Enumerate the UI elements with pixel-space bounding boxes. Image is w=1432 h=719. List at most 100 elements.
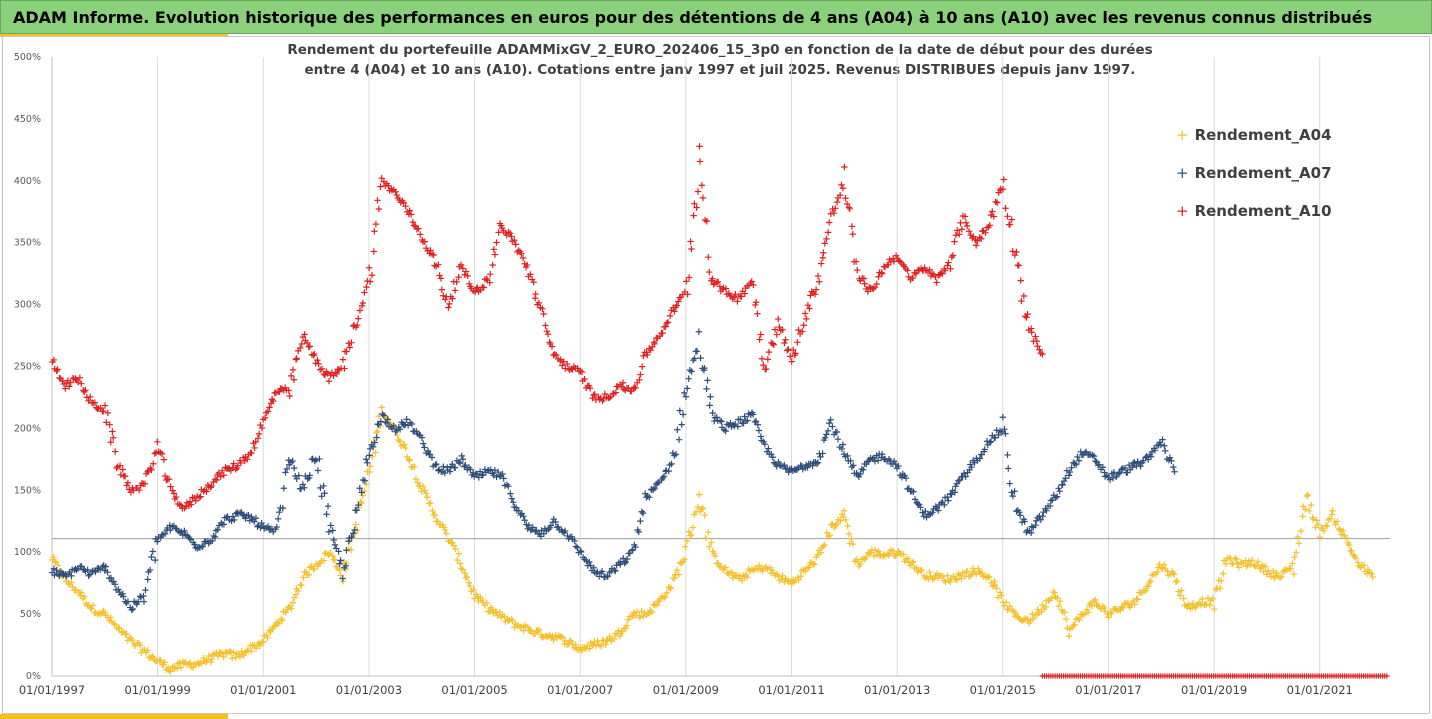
- data-point-rendement-a10: [875, 273, 882, 280]
- data-point-rendement-a10: [760, 361, 767, 369]
- data-point-rendement-a07: [361, 477, 369, 484]
- data-point-rendement-a07: [239, 511, 247, 518]
- title-banner: ADAM Informe. Evolution historique des p…: [0, 0, 1432, 34]
- data-point-rendement-a04: [825, 533, 832, 540]
- data-point-rendement-a07: [1001, 426, 1008, 433]
- data-point-rendement-a04: [68, 578, 75, 586]
- data-point-rendement-a04: [294, 587, 302, 595]
- data-point-rendement-a07: [140, 598, 148, 605]
- legend-item: + Rendement_A07: [1176, 164, 1332, 182]
- data-point-rendement-a10: [343, 348, 350, 355]
- data-point-rendement-a10: [377, 183, 384, 190]
- data-point-rendement-a10: [800, 322, 807, 329]
- data-point-rendement-a04: [696, 491, 703, 498]
- data-point-rendement-a10: [154, 438, 161, 446]
- data-point-rendement-a07: [358, 489, 365, 496]
- data-point-rendement-a04: [208, 655, 216, 663]
- x-tick-label: 01/01/2009: [653, 683, 719, 697]
- data-point-rendement-a10: [990, 213, 998, 220]
- data-point-rendement-a07: [929, 509, 936, 516]
- data-point-rendement-a04: [1061, 609, 1068, 616]
- data-point-rendement-a07: [251, 518, 258, 525]
- data-point-rendement-a07: [1168, 457, 1175, 465]
- data-point-rendement-a10: [586, 385, 594, 392]
- data-point-rendement-a04: [1273, 569, 1280, 577]
- data-point-rendement-a07: [697, 354, 704, 362]
- y-tick-label: 450%: [14, 114, 41, 125]
- data-point-rendement-a10: [811, 291, 819, 298]
- data-point-rendement-a10: [1018, 297, 1025, 305]
- data-point-rendement-a04: [176, 659, 183, 666]
- data-point-rendement-a10: [124, 479, 132, 486]
- data-point-rendement-a07: [1053, 493, 1061, 500]
- data-point-rendement-a07: [339, 575, 346, 582]
- data-point-rendement-a04: [675, 571, 682, 578]
- data-point-rendement-a10: [714, 278, 722, 285]
- data-point-rendement-a07: [617, 561, 624, 568]
- data-point-rendement-a04: [167, 668, 174, 675]
- data-point-rendement-a10: [578, 368, 586, 376]
- data-point-rendement-a04: [1174, 577, 1181, 585]
- data-point-rendement-a10: [709, 275, 716, 282]
- data-point-rendement-a10: [756, 336, 763, 343]
- data-point-rendement-a04: [636, 614, 644, 621]
- data-point-rendement-a07: [823, 431, 830, 438]
- data-point-rendement-a10: [197, 493, 204, 500]
- data-point-rendement-a04: [1322, 522, 1330, 529]
- legend-label: Rendement_A07: [1194, 164, 1332, 182]
- data-point-rendement-a04: [136, 642, 144, 649]
- data-point-rendement-a07: [291, 464, 298, 472]
- data-point-rendement-a10: [632, 384, 639, 392]
- data-point-rendement-a07: [650, 486, 657, 493]
- data-point-rendement-a07: [167, 526, 174, 534]
- data-point-rendement-a10: [407, 211, 415, 218]
- data-point-rendement-a04: [1051, 589, 1058, 596]
- data-point-rendement-a04: [452, 545, 459, 553]
- data-point-rendement-a07: [1062, 475, 1069, 482]
- data-point-rendement-a04: [256, 642, 264, 650]
- data-point-rendement-a07: [1060, 477, 1068, 485]
- data-point-rendement-a10: [264, 408, 272, 415]
- data-point-rendement-a10: [706, 268, 713, 276]
- data-point-rendement-a07: [521, 517, 528, 524]
- data-point-rendement-a04: [1304, 491, 1311, 499]
- data-point-rendement-a07: [1099, 464, 1107, 471]
- data-point-rendement-a07: [751, 418, 759, 426]
- data-point-rendement-a10: [952, 232, 960, 239]
- data-point-rendement-a07: [827, 416, 834, 423]
- data-point-rendement-a07: [403, 416, 410, 423]
- data-point-rendement-a04: [832, 522, 839, 529]
- data-point-rendement-a07: [56, 572, 63, 580]
- data-point-rendement-a04: [872, 546, 879, 554]
- data-point-rendement-a10: [814, 272, 822, 280]
- data-point-rendement-a10: [939, 270, 946, 277]
- data-point-rendement-a04: [706, 543, 713, 551]
- data-point-rendement-a07: [508, 495, 515, 502]
- data-point-rendement-a04: [543, 632, 550, 640]
- data-point-rendement-a07: [1115, 470, 1123, 477]
- data-point-rendement-a04: [177, 664, 185, 671]
- data-point-rendement-a04: [842, 516, 849, 524]
- data-point-rendement-a07: [935, 507, 942, 514]
- x-tick-label: 01/01/2003: [336, 683, 402, 697]
- data-point-rendement-a07: [571, 537, 578, 545]
- data-point-rendement-a07: [510, 498, 517, 506]
- data-point-rendement-a04: [1024, 616, 1031, 623]
- data-point-rendement-a10: [1028, 329, 1035, 336]
- data-point-rendement-a07: [321, 490, 328, 497]
- data-point-rendement-a04: [1030, 615, 1037, 622]
- data-point-rendement-a10: [495, 229, 502, 236]
- data-point-rendement-a10: [150, 460, 157, 467]
- data-point-rendement-a07: [1131, 459, 1138, 466]
- data-point-rendement-a10: [530, 278, 537, 286]
- data-point-rendement-a10: [738, 293, 745, 300]
- y-tick-label: 250%: [14, 362, 41, 373]
- data-point-rendement-a04: [1169, 570, 1177, 577]
- data-point-rendement-a04: [833, 520, 840, 528]
- data-point-rendement-a10: [1002, 205, 1009, 212]
- data-point-rendement-a04: [1313, 517, 1320, 524]
- data-point-rendement-a04: [840, 507, 848, 515]
- data-point-rendement-a04: [1278, 573, 1285, 580]
- data-point-rendement-a04: [559, 634, 567, 641]
- data-point-rendement-a04: [1323, 523, 1331, 530]
